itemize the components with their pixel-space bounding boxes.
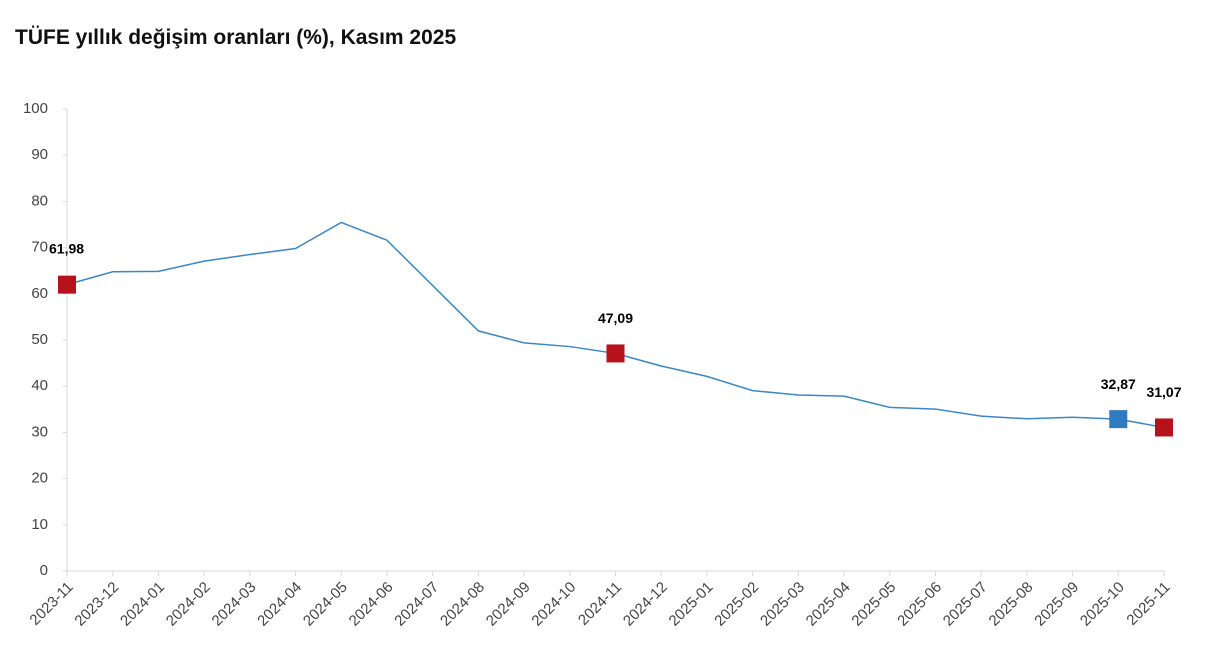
x-tick-label: 2024-12	[620, 579, 671, 630]
y-tick-label: 90	[31, 146, 48, 163]
x-tick-label: 2024-10	[528, 579, 579, 630]
x-tick-label: 2024-05	[300, 579, 351, 630]
marker	[1109, 410, 1128, 429]
x-tick-label: 2025-04	[803, 579, 854, 630]
data-label: 47,09	[598, 310, 633, 326]
y-tick-label: 80	[31, 192, 48, 209]
y-tick-label: 30	[31, 423, 48, 440]
y-tick-label: 50	[31, 331, 48, 348]
y-tick-label: 100	[23, 100, 48, 117]
x-tick-label: 2024-09	[483, 579, 534, 630]
x-tick-label: 2024-03	[209, 579, 260, 630]
y-tick-label: 40	[31, 377, 48, 394]
data-label: 32,87	[1101, 376, 1136, 392]
marker	[58, 275, 76, 294]
data-label: 61,98	[49, 240, 84, 256]
x-tick-label: 2025-01	[666, 579, 717, 630]
x-tick-label: 2025-10	[1077, 579, 1128, 630]
x-tick-label: 2023-12	[71, 579, 122, 630]
chart-title: TÜFE yıllık değişim oranları (%), Kasım …	[15, 26, 456, 49]
x-tick-label: 2024-11	[575, 579, 625, 629]
x-tick-label: 2024-01	[117, 579, 168, 630]
y-tick-label: 20	[31, 470, 48, 487]
x-tick-label: 2025-11	[1123, 579, 1173, 629]
x-tick-label: 2025-09	[1031, 579, 1082, 630]
x-tick-label: 2025-06	[894, 579, 945, 630]
x-tick-label: 2024-08	[437, 579, 488, 630]
x-tick-label: 2024-06	[346, 579, 397, 630]
y-tick-label: 0	[40, 562, 48, 579]
x-tick-label: 2025-03	[757, 579, 808, 630]
y-tick-label: 60	[31, 285, 48, 302]
x-tick-label: 2024-04	[254, 579, 305, 630]
x-tick-label: 2025-07	[940, 579, 991, 630]
x-tick-label: 2023-11	[26, 579, 76, 629]
x-tick-label: 2025-08	[986, 579, 1037, 630]
y-tick-label: 10	[31, 516, 48, 533]
data-label: 31,07	[1146, 384, 1181, 400]
y-tick-label: 70	[31, 239, 48, 256]
x-tick-label: 2025-05	[848, 579, 899, 630]
x-tick-label: 2024-07	[391, 579, 442, 630]
marker	[1155, 418, 1173, 437]
marker	[606, 344, 625, 363]
x-tick-label: 2024-02	[163, 579, 214, 630]
x-tick-label: 2025-02	[711, 579, 762, 630]
